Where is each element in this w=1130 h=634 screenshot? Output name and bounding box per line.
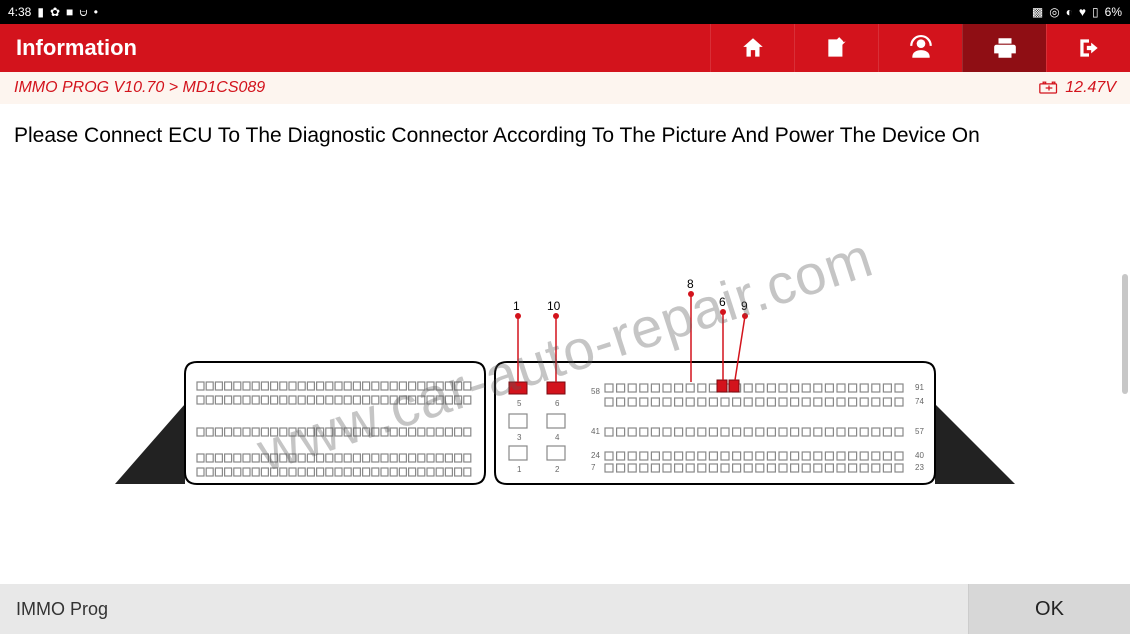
svg-text:8: 8 (687, 277, 694, 291)
svg-text:4: 4 (555, 433, 560, 442)
footer-bar: IMMO Prog OK (0, 584, 1130, 634)
footer-status: IMMO Prog (16, 599, 108, 620)
android-status-bar: 4:38 ▮ ✿ ■ ⩁ • ▩ ◎ ◐ ♥ ▯ 6% (0, 0, 1130, 24)
exit-icon (1076, 35, 1102, 61)
gear-icon: ✿ (50, 6, 60, 18)
content-area: Please Connect ECU To The Diagnostic Con… (0, 104, 1130, 584)
ok-button[interactable]: OK (968, 584, 1130, 634)
app-header: Information (0, 24, 1130, 72)
svg-text:57: 57 (915, 427, 924, 436)
svg-text:24: 24 (591, 451, 600, 460)
voltage-value: 12.47V (1065, 79, 1116, 97)
ok-button-label: OK (1035, 598, 1064, 621)
connector-svg: 5 6 3 4 1 2 58 91 74 41 57 24 (115, 254, 1015, 534)
wifi-icon: ♥ (1079, 6, 1086, 18)
droplet-icon: ⩁ (79, 6, 87, 18)
svg-text:1: 1 (517, 465, 522, 474)
cast-icon: ▩ (1032, 6, 1043, 18)
sync-icon: ◐ (1066, 6, 1073, 18)
edit-icon (824, 35, 850, 61)
svg-text:7: 7 (591, 463, 596, 472)
svg-text:23: 23 (915, 463, 924, 472)
svg-text:41: 41 (591, 427, 600, 436)
battery-outline-icon: ▯ (1092, 6, 1099, 18)
home-icon (740, 35, 766, 61)
svg-text:58: 58 (591, 387, 600, 396)
print-icon (992, 35, 1018, 61)
svg-text:6: 6 (719, 295, 726, 309)
svg-text:9: 9 (741, 299, 748, 313)
svg-text:6: 6 (555, 399, 560, 408)
connector-diagram: 5 6 3 4 1 2 58 91 74 41 57 24 (0, 254, 1130, 534)
breadcrumb-path: IMMO PROG V10.70 > MD1CS089 (14, 79, 265, 97)
headset-icon (908, 35, 934, 61)
svg-text:40: 40 (915, 451, 924, 460)
support-button[interactable] (878, 24, 962, 72)
page-title: Information (16, 35, 137, 61)
svg-text:74: 74 (915, 397, 924, 406)
battery-voltage-icon (1039, 81, 1059, 95)
exit-button[interactable] (1046, 24, 1130, 72)
battery-icon: ▮ (37, 6, 44, 18)
edit-button[interactable] (794, 24, 878, 72)
svg-text:2: 2 (555, 465, 560, 474)
location-icon: ◎ (1049, 6, 1059, 18)
dot-icon: • (94, 6, 98, 18)
instruction-text: Please Connect ECU To The Diagnostic Con… (14, 122, 1116, 150)
svg-text:5: 5 (517, 399, 522, 408)
svg-text:10: 10 (547, 299, 561, 313)
breadcrumb-bar: IMMO PROG V10.70 > MD1CS089 12.47V (0, 72, 1130, 104)
content-scrollbar[interactable] (1122, 274, 1128, 394)
voltage-indicator: 12.47V (1039, 79, 1116, 97)
print-button[interactable] (962, 24, 1046, 72)
svg-text:91: 91 (915, 383, 924, 392)
home-button[interactable] (710, 24, 794, 72)
svg-text:1: 1 (513, 299, 520, 313)
battery-percent: 6% (1105, 5, 1122, 19)
camera-icon: ■ (66, 6, 73, 18)
svg-text:3: 3 (517, 433, 522, 442)
status-time: 4:38 (8, 5, 31, 19)
header-toolbar (710, 24, 1130, 72)
